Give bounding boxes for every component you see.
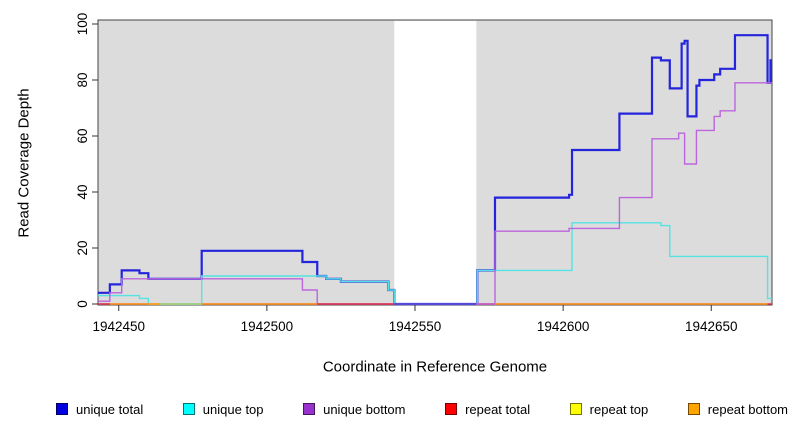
chart-canvas: 1942450 1942500 1942550 1942600 1942650 0 20 40…	[75, 13, 773, 334]
coverage-plot-figure: 1942450 1942500 1942550 1942600 1942650 0 20 40…	[75, 13, 773, 334]
x-tick-label: 1942650	[685, 319, 738, 334]
legend-item-unique-bottom: unique bottom	[303, 401, 406, 417]
legend-label: unique top	[202, 401, 264, 417]
legend-item-repeat-top: repeat top	[569, 401, 649, 417]
x-tick-label: 1942550	[389, 319, 442, 334]
legend-label: repeat bottom	[707, 401, 788, 417]
x-tick-label: 1942450	[92, 319, 145, 334]
y-tick-label: 60	[75, 128, 90, 143]
y-tick-label: 40	[75, 184, 90, 199]
y-tick-label: 80	[75, 72, 90, 87]
legend-label: repeat top	[589, 401, 649, 417]
y-axis-title: Read Coverage Depth	[15, 88, 33, 238]
legend-label: unique bottom	[323, 401, 406, 417]
x-tick-label: 1942500	[241, 319, 294, 334]
legend-label: repeat total	[465, 401, 531, 417]
series-line-unique-total	[98, 34, 772, 306]
unique-total-swatch-icon	[56, 403, 68, 415]
no-data-gap-band	[394, 20, 477, 306]
x-tick-label: 1942600	[537, 319, 590, 334]
legend-item-unique-total: unique total	[56, 402, 143, 417]
unique-top-swatch-icon	[182, 403, 195, 415]
legend-label: unique total	[76, 401, 144, 417]
repeat-total-swatch-icon	[445, 403, 458, 415]
unique-bottom-swatch-icon	[303, 403, 316, 415]
legend-item-repeat-bottom: repeat bottom	[687, 401, 788, 417]
repeat-bottom-swatch-icon	[687, 403, 700, 415]
legend: unique total unique top unique bottom re…	[56, 399, 788, 419]
y-tick-label: 0	[75, 300, 90, 308]
repeat-top-swatch-icon	[569, 403, 582, 415]
x-axis-title: Coordinate in Reference Genome	[322, 358, 548, 376]
legend-item-repeat-total: repeat total	[445, 402, 530, 417]
legend-item-unique-top: unique top	[182, 401, 264, 417]
series-line-unique-bottom	[98, 82, 772, 305]
y-tick-label: 100	[75, 13, 90, 36]
y-tick-label: 20	[75, 240, 90, 255]
